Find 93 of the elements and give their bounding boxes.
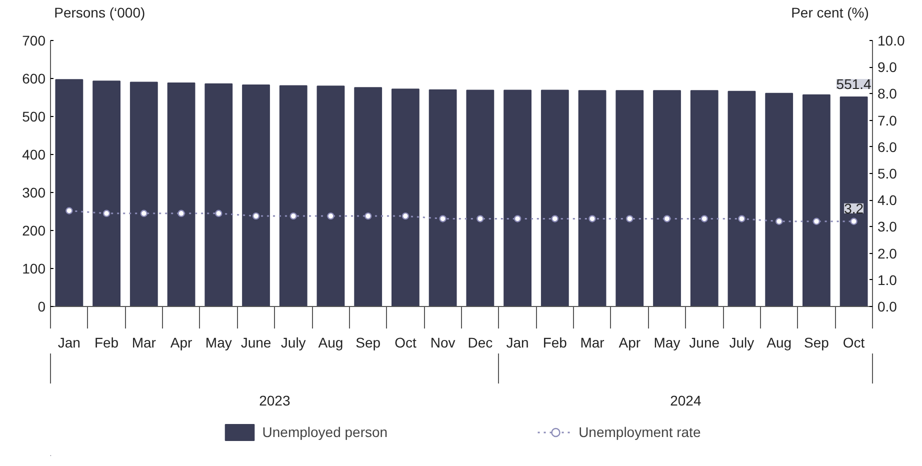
- bar: [690, 90, 718, 306]
- y-axis-title: Persons (‘000): [54, 4, 146, 20]
- y2-tick-label: 9.0: [878, 59, 898, 76]
- point: [738, 215, 746, 222]
- x-tick-label: June: [689, 334, 720, 350]
- y-tick-label: 100: [22, 260, 46, 276]
- x-tick-label: July: [280, 334, 306, 350]
- x-tick-label: Dec: [468, 334, 493, 350]
- text: 2023: [259, 392, 290, 408]
- y-tick-label: 200: [22, 222, 46, 238]
- bar: [316, 86, 345, 306]
- point: [514, 215, 522, 222]
- point: [290, 212, 297, 220]
- y2-tick-label: 4.0: [878, 192, 898, 208]
- x-tick-label: May: [654, 334, 680, 350]
- x-tick-label: Aug: [766, 334, 792, 350]
- y2-tick-label: 5.0: [878, 166, 898, 182]
- y-tick-label: 0: [38, 298, 46, 314]
- x-tick-label: June: [240, 334, 272, 350]
- y-tick-label: 500: [22, 108, 46, 124]
- y2-tick-label: 8.0: [878, 86, 898, 102]
- x-tick-label: Nov: [430, 334, 456, 350]
- point: [178, 210, 185, 217]
- bar: [167, 82, 196, 306]
- x-tick-label: Mar: [132, 334, 156, 350]
- point: [850, 218, 858, 225]
- point: [102, 210, 110, 217]
- x-tick-label: Oct: [394, 334, 416, 350]
- x-tick-label: Apr: [618, 334, 641, 350]
- data-label: 3.2: [844, 200, 864, 216]
- y2-tick-label: 6.0: [878, 138, 898, 155]
- point: [439, 215, 446, 222]
- y2-tick-label: 0.0: [878, 298, 898, 314]
- y2-tick-label: 7.0: [878, 112, 898, 128]
- x-tick-label: Mar: [580, 334, 605, 350]
- y2-axis-title: Per cent (%): [791, 4, 869, 20]
- bar: [728, 90, 756, 306]
- legend-label: Unemployment rate: [578, 424, 701, 440]
- point: [140, 210, 148, 217]
- bar: [392, 88, 420, 306]
- y2-tick-label: 3.0: [878, 218, 898, 235]
- bar: [55, 79, 84, 306]
- data-label: 551.4: [836, 76, 872, 92]
- point: [364, 212, 372, 220]
- y-tick-label: 600: [22, 70, 46, 86]
- bar: [840, 96, 868, 306]
- point: [626, 215, 634, 222]
- x-tick-label: Sep: [804, 334, 830, 350]
- x-tick-label: Aug: [318, 334, 344, 350]
- point: [588, 215, 596, 222]
- bar: [204, 83, 233, 306]
- bar: [428, 89, 457, 306]
- bar: [653, 90, 681, 306]
- y-tick-label: 300: [22, 184, 46, 200]
- point: [700, 215, 708, 222]
- bar: [765, 92, 794, 306]
- y2-tick-label: 2.0: [878, 245, 898, 262]
- y-tick-label: 700: [22, 32, 46, 48]
- text: 2024: [670, 392, 702, 408]
- bar: [540, 90, 569, 306]
- x-tick-label: Jan: [58, 334, 80, 350]
- bar: [242, 84, 270, 306]
- point: [402, 212, 410, 220]
- y2-tick-label: 1.0: [878, 272, 898, 288]
- point: [66, 207, 73, 214]
- x-tick-label: Feb: [542, 334, 568, 350]
- bar: [279, 85, 308, 306]
- legend-label: Unemployed person: [262, 424, 388, 440]
- bar: [802, 94, 830, 306]
- bar: [616, 90, 644, 306]
- bar: [504, 90, 532, 306]
- point: [327, 212, 334, 220]
- point: [476, 215, 484, 222]
- point: [663, 215, 671, 222]
- bar: [130, 82, 158, 306]
- point: [812, 218, 820, 225]
- bar: [354, 87, 382, 306]
- x-tick-label: Apr: [170, 334, 193, 350]
- bar: [578, 90, 606, 306]
- x-tick-label: May: [205, 334, 232, 350]
- y2-tick-label: 10.0: [878, 32, 905, 48]
- x-tick-label: Jan: [506, 334, 529, 350]
- x-tick-label: July: [729, 334, 754, 350]
- x-tick-label: Feb: [94, 334, 119, 350]
- point: [215, 210, 222, 217]
- point: [252, 212, 260, 220]
- bar: [92, 80, 120, 306]
- point: [551, 215, 559, 222]
- x-tick-label: Oct: [842, 334, 865, 350]
- point: [775, 218, 783, 225]
- y-tick-label: 400: [22, 146, 46, 162]
- bar: [466, 90, 494, 306]
- x-tick-label: Sep: [356, 334, 381, 350]
